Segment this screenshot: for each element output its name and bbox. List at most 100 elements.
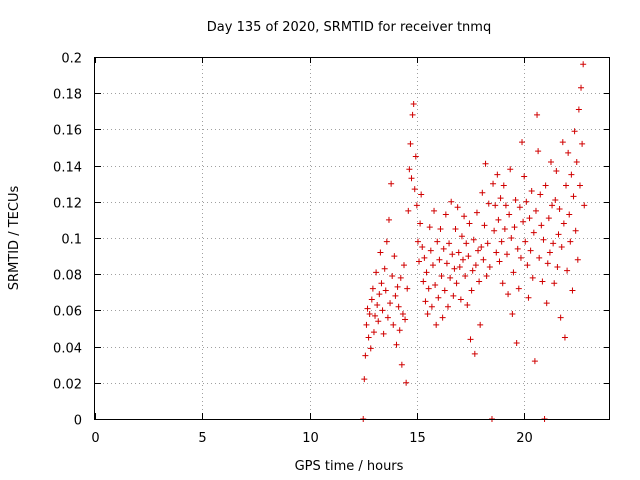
data-point — [556, 206, 563, 213]
data-point — [542, 182, 549, 189]
data-point — [467, 336, 474, 343]
data-point — [520, 218, 527, 225]
data-point — [385, 216, 392, 223]
data-point — [532, 207, 539, 214]
data-point — [490, 180, 497, 187]
data-point — [374, 301, 381, 308]
data-point — [402, 316, 409, 323]
data-point — [465, 253, 472, 260]
data-point — [505, 291, 512, 298]
data-point — [514, 245, 521, 252]
data-point — [524, 262, 531, 269]
data-point — [493, 249, 500, 256]
data-point — [516, 204, 523, 211]
data-point — [379, 307, 386, 314]
data-point — [435, 294, 442, 301]
data-point — [553, 168, 560, 175]
data-point — [564, 267, 571, 274]
data-point — [362, 352, 369, 359]
data-point — [450, 292, 457, 299]
data-point — [537, 191, 544, 198]
data-point — [481, 222, 488, 229]
data-point — [494, 171, 501, 178]
data-point — [436, 256, 443, 263]
data-point — [409, 111, 416, 118]
data-point — [398, 361, 405, 368]
data-point — [438, 273, 445, 280]
data-point — [416, 258, 423, 265]
data-point — [528, 187, 535, 194]
data-point — [497, 195, 504, 202]
data-point — [367, 345, 374, 352]
data-point — [558, 244, 565, 251]
y-axis-label: SRMTID / TECUs — [7, 186, 22, 291]
data-point — [470, 236, 477, 243]
data-point — [443, 260, 450, 267]
data-point — [496, 258, 503, 265]
data-point — [580, 61, 587, 68]
data-point — [454, 204, 461, 211]
data-point — [575, 106, 582, 113]
data-point — [364, 305, 371, 312]
y-tick-label: 0.12 — [53, 197, 82, 212]
data-point — [388, 180, 395, 187]
grid-lines — [95, 57, 610, 419]
data-point — [480, 256, 487, 263]
data-point — [581, 202, 588, 209]
plot-frame — [94, 57, 610, 420]
data-point — [569, 287, 576, 294]
data-point — [525, 294, 532, 301]
data-point — [555, 231, 562, 238]
data-point — [492, 202, 499, 209]
data-point — [363, 321, 370, 328]
data-point — [440, 245, 447, 252]
data-point — [571, 128, 578, 135]
data-point — [512, 196, 519, 203]
data-point — [530, 229, 537, 236]
y-tick-label: 0.1 — [61, 233, 82, 248]
data-point — [579, 140, 586, 147]
data-point — [377, 249, 384, 256]
data-point — [565, 149, 572, 156]
data-point — [527, 247, 534, 254]
data-point — [414, 238, 421, 245]
data-point — [491, 227, 498, 234]
y-tick-label: 0.02 — [53, 378, 82, 393]
data-point — [391, 253, 398, 260]
data-point — [578, 84, 585, 91]
data-point — [507, 166, 514, 173]
data-point — [471, 350, 478, 357]
data-point — [517, 254, 524, 261]
data-point — [420, 278, 427, 285]
data-point — [506, 211, 513, 218]
data-point — [434, 238, 441, 245]
data-point — [393, 341, 400, 348]
data-point — [478, 244, 485, 251]
data-point — [411, 186, 418, 193]
y-tick-label: 0.18 — [53, 88, 82, 103]
data-point — [502, 202, 509, 209]
data-point — [570, 193, 577, 200]
axis-ticks — [95, 57, 610, 420]
data-point — [407, 140, 414, 147]
data-point — [413, 202, 420, 209]
data-point — [521, 173, 528, 180]
data-point — [384, 314, 391, 321]
data-point — [546, 249, 553, 256]
data-point — [526, 215, 533, 222]
x-tick-label: 20 — [516, 431, 533, 446]
data-point — [444, 303, 451, 310]
data-point — [484, 240, 491, 247]
data-point — [495, 216, 502, 223]
data-point — [365, 334, 372, 341]
x-axis-label: GPS time / hours — [295, 459, 404, 474]
x-tick-label: 15 — [409, 431, 426, 446]
data-point — [397, 274, 404, 281]
data-point — [456, 263, 463, 270]
data-point — [574, 256, 581, 263]
data-point — [531, 358, 538, 365]
data-point — [483, 273, 490, 280]
data-point — [410, 101, 417, 108]
data-point — [383, 238, 390, 245]
data-point — [376, 291, 383, 298]
